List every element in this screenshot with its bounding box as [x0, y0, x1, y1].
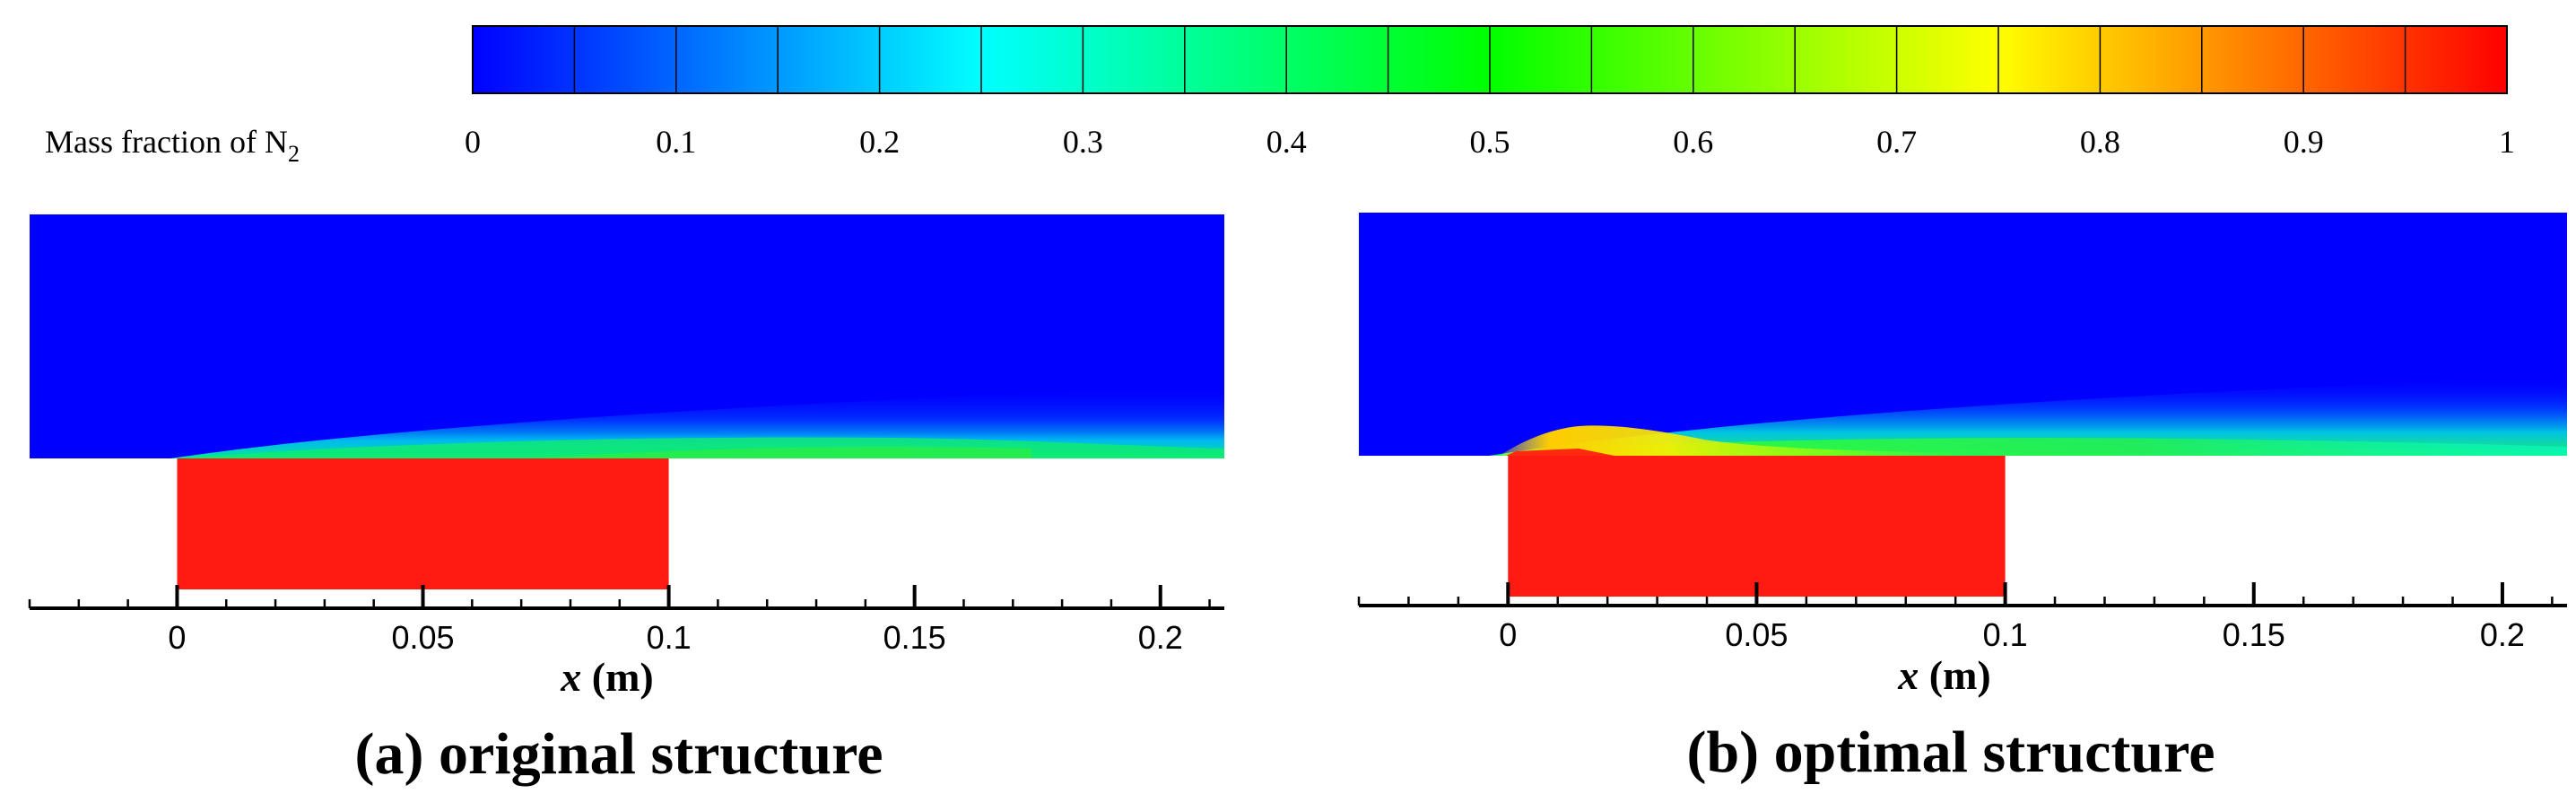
x-tick-label: 0 [168, 619, 186, 656]
colorbar-tick-label: 0.5 [1470, 124, 1510, 160]
panel-a-inlet-region [177, 458, 669, 589]
panel-a-title: (a) original structure [354, 721, 883, 787]
x-tick-label: 0.15 [2223, 616, 2285, 653]
colorbar-tick-label: 0.2 [859, 124, 900, 160]
colorbar-tick-label: 1 [2499, 124, 2515, 160]
x-tick-label: 0.05 [1725, 616, 1788, 653]
colorbar-title: Mass fraction of N2 [45, 124, 300, 167]
panel-b-mixing-peak [1502, 425, 1973, 456]
colorbar: 0 0.1 0.2 0.3 0.4 0.5 0.6 0.7 0.8 0.9 1 Mass fract… [45, 25, 2515, 167]
panel-b-x-label: x (m) [1897, 652, 1990, 698]
panel-a: 0 0.05 0.1 0.15 0.2 x (m) (a) original struc… [28, 214, 1224, 787]
x-tick-label: 0.2 [2480, 616, 2525, 653]
panel-a-mixing-peak [538, 447, 1031, 458]
panel-b-inlet-region [1508, 456, 2006, 597]
colorbar-tick-label: 0.7 [1876, 124, 1917, 160]
panel-b-axis-ticks: 0 0.05 0.1 0.15 0.2 [1357, 582, 2554, 653]
colorbar-frame [472, 25, 2508, 94]
panel-b-x-label-unit: (m) [1919, 652, 1990, 698]
colorbar-title-main: Mass fraction of N [45, 124, 288, 160]
panel-a-x-label-var: x [560, 654, 581, 700]
panel-b-mixing-layer [1489, 377, 2567, 456]
x-tick-label: 0 [1499, 616, 1517, 653]
colorbar-title-subscript: 2 [288, 141, 300, 167]
x-tick-label: 0.1 [1983, 616, 2028, 653]
colorbar-tick-label: 0.3 [1063, 124, 1103, 160]
panel-b-inlet-lip [1506, 449, 1614, 456]
panel-a-x-label-unit: (m) [581, 654, 653, 700]
panel-b-title: (b) optimal structure [1686, 719, 2215, 785]
colorbar-tick-label: 0.9 [2284, 124, 2324, 160]
x-tick-label: 0.15 [883, 619, 946, 656]
colorbar-tick-labels: 0 0.1 0.2 0.3 0.4 0.5 0.6 0.7 0.8 0.9 1 [465, 124, 2515, 160]
colorbar-tick-label: 0.1 [656, 124, 696, 160]
x-tick-label: 0.1 [647, 619, 692, 656]
x-tick-label: 0.05 [391, 619, 454, 656]
colorbar-tick-label: 0.8 [2080, 124, 2120, 160]
panel-a-x-label: x (m) [560, 654, 653, 700]
colorbar-level-dividers [573, 26, 2406, 93]
colorbar-tick-label: 0.6 [1673, 124, 1713, 160]
panel-b: 0 0.05 0.1 0.15 0.2 x (m) (b) optimal struct… [1357, 213, 2567, 785]
colorbar-tick-label: 0 [465, 124, 481, 160]
colorbar-tick-label: 0.4 [1266, 124, 1307, 160]
panel-b-x-label-var: x [1897, 652, 1919, 698]
x-tick-label: 0.2 [1138, 619, 1183, 656]
panel-a-axis-ticks: 0 0.05 0.1 0.15 0.2 [28, 585, 1211, 656]
